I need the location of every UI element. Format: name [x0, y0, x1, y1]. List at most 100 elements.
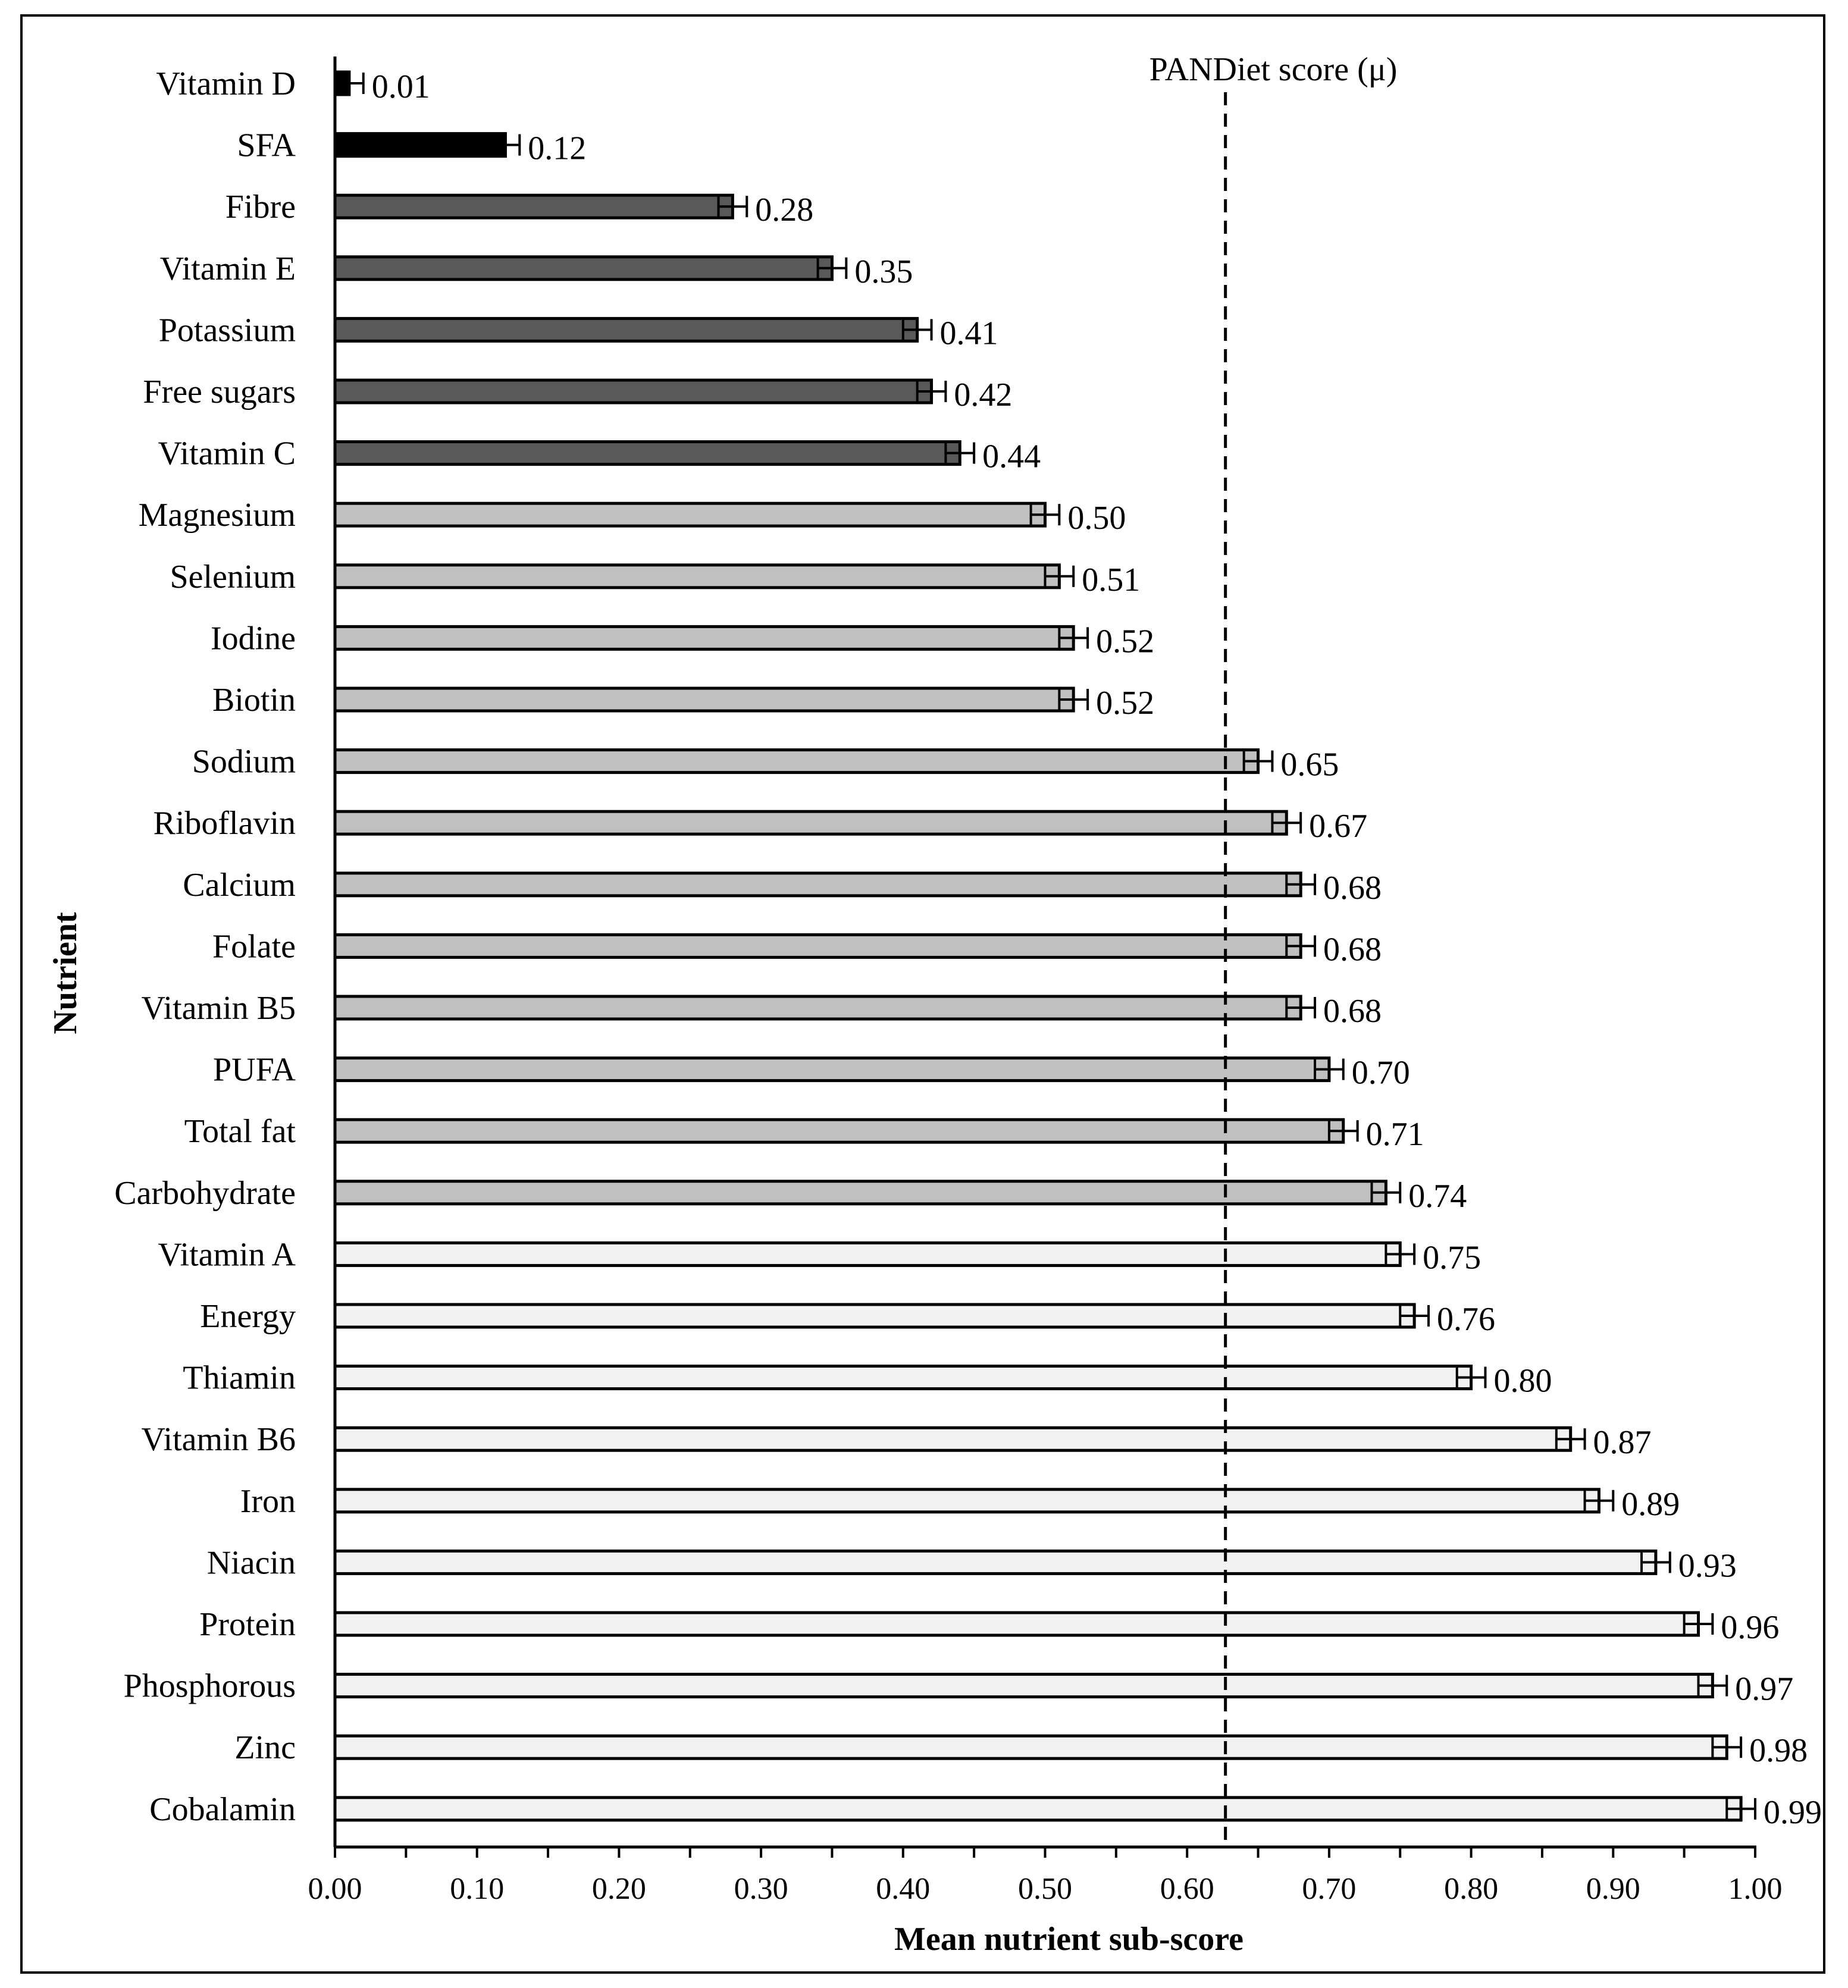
category-label-vitamin-a: Vitamin A — [158, 1236, 296, 1273]
value-label-niacin: 0.93 — [1678, 1547, 1737, 1584]
bar-vitamin-e — [333, 255, 834, 281]
category-label-vitamin-c: Vitamin C — [158, 435, 296, 472]
category-label-free-sugars: Free sugars — [143, 374, 296, 410]
value-label-protein: 0.96 — [1721, 1609, 1779, 1646]
category-label-carbohydrate: Carbohydrate — [114, 1175, 296, 1212]
x-tick-label: 0.30 — [734, 1872, 788, 1906]
category-label-sodium: Sodium — [192, 744, 296, 780]
category-label-biotin: Biotin — [212, 682, 296, 719]
bar-free-sugars — [333, 378, 934, 405]
category-label-zinc: Zinc — [234, 1729, 296, 1766]
value-label-total-fat: 0.71 — [1366, 1116, 1424, 1153]
bar-protein — [333, 1611, 1700, 1637]
value-label-vitamin-b6: 0.87 — [1593, 1424, 1652, 1461]
bar-niacin — [333, 1549, 1658, 1575]
bar-folate — [333, 933, 1302, 959]
value-label-vitamin-a: 0.75 — [1423, 1239, 1481, 1276]
category-label-total-fat: Total fat — [184, 1113, 296, 1150]
category-label-vitamin-b5: Vitamin B5 — [141, 990, 296, 1027]
bar-total-fat — [333, 1118, 1345, 1144]
bar-riboflavin — [333, 810, 1288, 836]
x-tick-label: 0.60 — [1160, 1872, 1214, 1906]
category-label-phosphorous: Phosphorous — [124, 1668, 296, 1705]
value-label-magnesium: 0.50 — [1067, 500, 1126, 537]
value-label-vitamin-c: 0.44 — [982, 438, 1041, 475]
bars-layer — [333, 70, 1756, 1822]
category-label-sfa: SFA — [237, 127, 296, 164]
value-label-potassium: 0.41 — [940, 315, 998, 352]
category-label-niacin: Niacin — [207, 1544, 296, 1581]
value-label-vitamin-d: 0.01 — [372, 68, 430, 105]
category-label-vitamin-b6: Vitamin B6 — [141, 1421, 296, 1458]
category-label-folate: Folate — [212, 928, 296, 965]
bar-carbohydrate — [333, 1180, 1387, 1206]
y-axis-title: Nutrient — [47, 912, 84, 1034]
bar-energy — [333, 1303, 1416, 1329]
category-label-selenium: Selenium — [170, 559, 296, 595]
x-tick-label: 0.20 — [592, 1872, 646, 1906]
value-label-biotin: 0.52 — [1096, 685, 1154, 722]
value-label-cobalamin: 0.99 — [1764, 1794, 1822, 1831]
bar-vitamin-b6 — [333, 1426, 1573, 1452]
value-label-sodium: 0.65 — [1280, 747, 1339, 783]
bar-thiamin — [333, 1365, 1473, 1391]
category-label-pufa: PUFA — [213, 1052, 296, 1089]
value-label-riboflavin: 0.67 — [1309, 808, 1367, 845]
category-label-calcium: Calcium — [183, 867, 296, 904]
category-label-protein: Protein — [199, 1606, 296, 1643]
category-label-energy: Energy — [200, 1298, 296, 1335]
bar-iodine — [333, 625, 1075, 651]
x-tick-label: 0.80 — [1444, 1872, 1498, 1906]
value-label-vitamin-e: 0.35 — [854, 253, 913, 290]
x-tick-label: 0.40 — [876, 1872, 930, 1906]
labels-layer: Vitamin D 0.01 SFA 0.12 Fibre 0.28 Vitamin E 0.… — [114, 65, 1822, 1831]
axis-layer: 0.00 0.10 0.20 0.30 0.40 0.50 0.60 0.70 0.80 0.90… — [308, 57, 1783, 1906]
value-label-iodine: 0.52 — [1096, 623, 1154, 660]
x-tick-label: 0.50 — [1018, 1872, 1072, 1906]
bar-sodium — [333, 748, 1260, 774]
bar-vitamin-a — [333, 1241, 1402, 1267]
bar-vitamin-b5 — [333, 995, 1302, 1021]
x-tick-label: 0.90 — [1586, 1872, 1640, 1906]
value-label-pufa: 0.70 — [1352, 1055, 1410, 1092]
bar-fibre — [333, 193, 734, 220]
category-label-iron: Iron — [240, 1483, 296, 1520]
value-label-folate: 0.68 — [1323, 931, 1382, 968]
bar-selenium — [333, 563, 1061, 589]
bar-vitamin-c — [333, 440, 961, 466]
value-label-free-sugars: 0.42 — [954, 377, 1012, 413]
category-label-iodine: Iodine — [211, 620, 296, 657]
category-label-vitamin-d: Vitamin D — [156, 65, 296, 102]
chart-frame — [20, 14, 1825, 1974]
value-label-vitamin-b5: 0.68 — [1323, 993, 1382, 1030]
bar-biotin — [333, 686, 1075, 713]
category-label-fibre: Fibre — [225, 189, 296, 225]
value-label-calcium: 0.68 — [1323, 870, 1382, 907]
x-tick-label: 0.70 — [1302, 1872, 1356, 1906]
value-label-iron: 0.89 — [1621, 1486, 1680, 1523]
reference-layer: PANDiet score (μ) — [1149, 51, 1398, 1847]
category-label-cobalamin: Cobalamin — [149, 1791, 296, 1828]
bar-zinc — [333, 1734, 1728, 1760]
pandiet-reference-label: PANDiet score (μ) — [1149, 51, 1398, 88]
category-label-thiamin: Thiamin — [183, 1360, 296, 1397]
category-label-riboflavin: Riboflavin — [153, 805, 296, 842]
value-label-sfa: 0.12 — [528, 130, 586, 167]
category-label-magnesium: Magnesium — [139, 497, 296, 534]
category-label-vitamin-e: Vitamin E — [160, 250, 296, 287]
bar-calcium — [333, 871, 1302, 898]
value-label-zinc: 0.98 — [1749, 1732, 1808, 1769]
category-label-potassium: Potassium — [159, 312, 296, 349]
value-label-carbohydrate: 0.74 — [1408, 1178, 1467, 1215]
bar-iron — [333, 1488, 1600, 1514]
value-label-phosphorous: 0.97 — [1735, 1671, 1793, 1708]
x-axis-title: Mean nutrient sub-score — [894, 1921, 1244, 1958]
bar-cobalamin — [333, 1796, 1743, 1822]
x-tick-label: 0.00 — [308, 1872, 362, 1906]
bar-phosphorous — [333, 1673, 1714, 1699]
bar-pufa — [333, 1056, 1331, 1083]
bar-potassium — [333, 316, 919, 343]
value-label-thiamin: 0.80 — [1493, 1363, 1552, 1400]
x-tick-label: 0.10 — [450, 1872, 504, 1906]
